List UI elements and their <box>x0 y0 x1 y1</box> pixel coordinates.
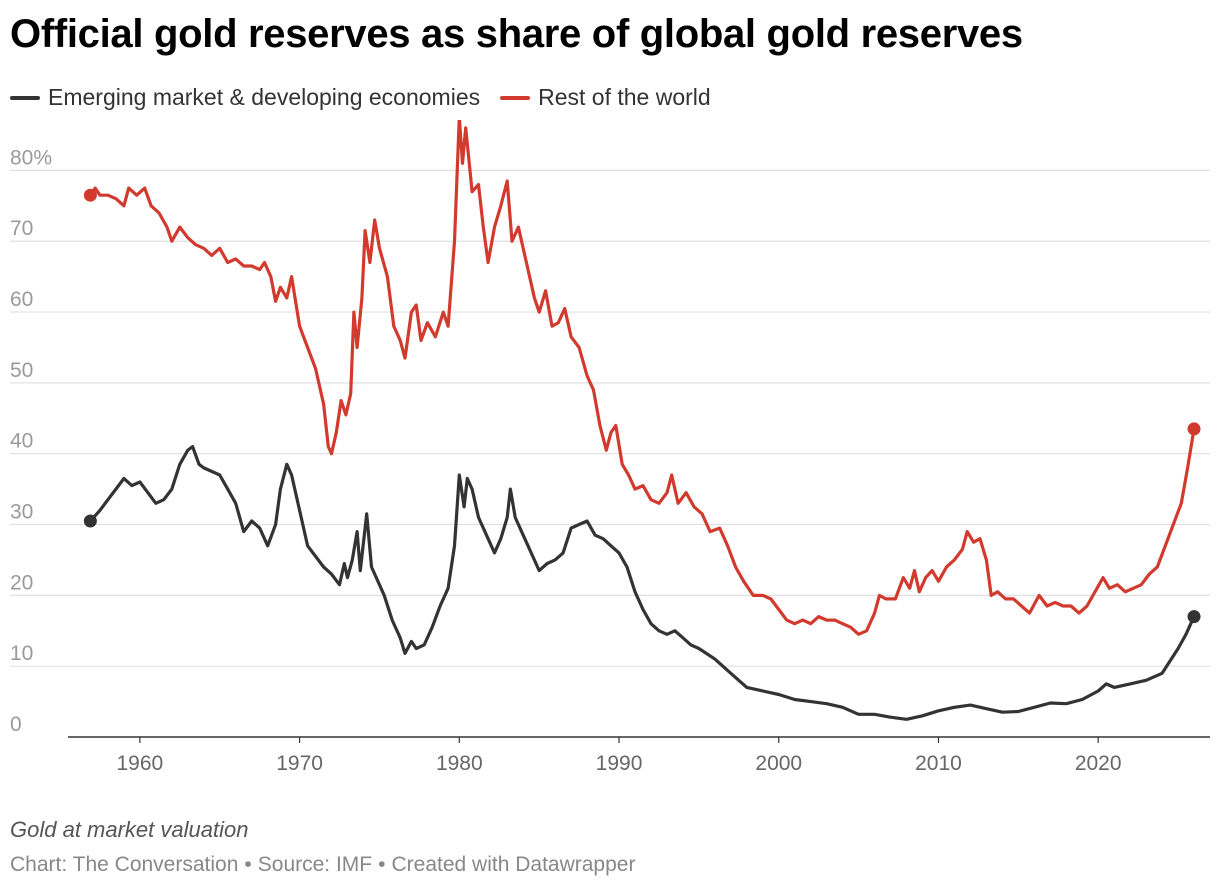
y-tick-label: 70 <box>10 217 33 240</box>
legend-label-rest-of-world: Rest of the world <box>538 84 711 110</box>
x-tick-label: 1990 <box>596 752 643 775</box>
legend-swatch-emerging <box>10 95 40 100</box>
chart-title: Official gold reserves as share of globa… <box>10 12 1023 56</box>
series-dot-emerging-end <box>1187 610 1201 624</box>
line-chart: 0 10 20 30 40 50 60 70 80% 1960 1970 1980 1990 2000 2… <box>10 120 1210 775</box>
x-tick-label: 2010 <box>915 752 962 775</box>
credit-source[interactable]: Source: IMF <box>257 853 373 876</box>
series-line-rest-of-world <box>88 120 1196 636</box>
legend-item-emerging[interactable]: Emerging market & developing economies <box>10 84 480 111</box>
x-tick-label: 1960 <box>117 752 164 775</box>
series-dot-rest-of-world-start <box>83 188 97 202</box>
legend-item-rest-of-world[interactable]: Rest of the world <box>500 84 711 111</box>
credit-chart: Chart: The Conversation <box>10 853 239 876</box>
y-axis-tick-labels: 0 10 20 30 40 50 60 70 80% <box>10 146 52 736</box>
y-tick-label: 10 <box>10 642 33 665</box>
credit-datawrapper[interactable]: Created with Datawrapper <box>391 853 636 876</box>
series-line-emerging <box>88 445 1196 721</box>
x-tick-label: 1970 <box>276 752 323 775</box>
series-lines <box>83 120 1201 721</box>
y-tick-label: 80% <box>10 146 52 169</box>
series-dot-rest-of-world-end <box>1187 422 1201 436</box>
x-axis-tick-labels: 1960 1970 1980 1990 2000 2010 2020 <box>117 737 1122 775</box>
chart-credits: Chart: The Conversation • Source: IMF • Crea… <box>10 853 635 877</box>
series-dot-emerging-start <box>83 514 97 528</box>
y-tick-label: 60 <box>10 288 33 311</box>
x-tick-label: 1980 <box>436 752 483 775</box>
legend-label-emerging: Emerging market & developing economies <box>48 84 481 110</box>
x-tick-label: 2020 <box>1075 752 1122 775</box>
gridlines <box>10 169 1210 667</box>
y-tick-label: 30 <box>10 501 33 524</box>
credit-separator: • <box>244 853 252 876</box>
chart-note: Gold at market valuation <box>10 817 249 842</box>
chart-legend: Emerging market & developing economies R… <box>10 84 731 111</box>
y-tick-label: 20 <box>10 571 33 594</box>
legend-swatch-rest-of-world <box>500 95 531 100</box>
y-tick-label: 0 <box>10 713 22 736</box>
credit-separator: • <box>378 853 386 876</box>
y-tick-label: 50 <box>10 359 33 382</box>
x-tick-label: 2000 <box>755 752 802 775</box>
y-tick-label: 40 <box>10 430 33 453</box>
